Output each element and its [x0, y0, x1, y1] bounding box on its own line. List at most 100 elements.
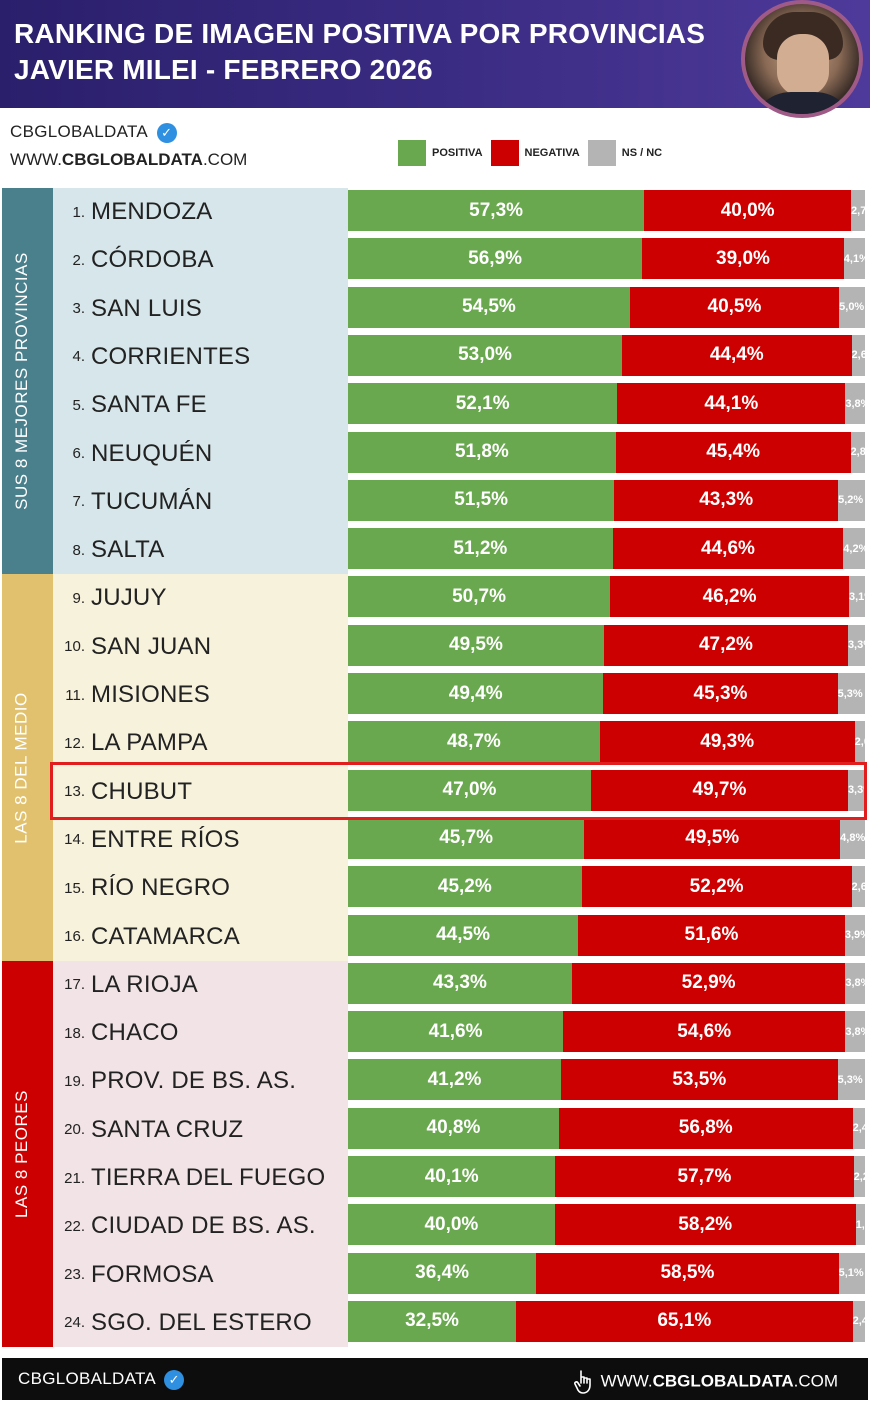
- data-label: 49,5%: [685, 827, 740, 849]
- bar-ns-nc: 2,6%: [851, 866, 865, 908]
- chart-title: RANKING DE IMAGEN POSITIVA POR PROVINCIA…: [14, 18, 706, 49]
- data-label: 51,5%: [454, 489, 509, 511]
- chart-row: 23. FORMOSA 36,4% 58,5% 5,1%: [53, 1251, 865, 1299]
- rank-number: 8.: [72, 541, 85, 559]
- data-label: 52,1%: [455, 392, 510, 414]
- bar-negative: 49,7%: [590, 769, 848, 811]
- stacked-bar: 45,2% 52,2% 2,6%: [348, 866, 865, 908]
- stacked-bar: 51,8% 45,4% 2,8%: [348, 431, 865, 473]
- data-label: 32,5%: [405, 1310, 459, 1332]
- stacked-bar: 54,5% 40,5% 5,0%: [348, 286, 865, 328]
- province-name: SAN JUAN: [91, 632, 212, 660]
- data-label: 44,5%: [436, 924, 490, 945]
- province-name: CHACO: [91, 1019, 179, 1047]
- data-label: 48,7%: [446, 730, 501, 752]
- rank-number: 5.: [72, 396, 85, 414]
- group-label-text: SUS 8 MEJORES PROVINCIAS: [12, 252, 31, 510]
- group-background: [53, 188, 348, 575]
- group-side-label: SUS 8 MEJORES PROVINCIAS: [2, 188, 53, 575]
- province-name: CIUDAD DE BS. AS.: [91, 1212, 316, 1240]
- chart-row: 8. SALTA 51,2% 44,6% 4,2%: [53, 526, 865, 574]
- footer-url[interactable]: WWW.CBGLOBALDATA.COM: [573, 1369, 838, 1395]
- data-label: 45,2%: [437, 875, 492, 897]
- province-name: SANTA FE: [91, 391, 207, 419]
- data-label: 44,4%: [709, 344, 764, 366]
- rank-number: 2.: [72, 251, 85, 269]
- bar-ns-nc: 5,1%: [838, 1252, 865, 1294]
- province-name: MENDOZA: [91, 198, 213, 225]
- data-label: 57,7%: [677, 1165, 732, 1187]
- footer-bar: CBGLOBALDATA ✓ WWW.CBGLOBALDATA.COM: [2, 1358, 868, 1400]
- avatar: [741, 0, 863, 118]
- chart-legend: POSITIVA NEGATIVA NS / NC: [398, 140, 670, 166]
- data-label: 2,4%: [852, 1315, 865, 1328]
- data-label: 40,0%: [424, 1213, 479, 1235]
- data-label: 51,8%: [454, 441, 509, 462]
- chart-row: 17. LA RIOJA 43,3% 52,9% 3,8%: [53, 961, 865, 1009]
- data-label: 45,4%: [706, 441, 761, 462]
- chart-row: 9. JUJUY 50,7% 46,2% 3,1%: [53, 574, 865, 622]
- bar-negative: 54,6%: [563, 1011, 846, 1053]
- verified-check-icon: ✓: [156, 122, 177, 143]
- legend-swatch: [398, 140, 426, 166]
- rank-number: 21.: [64, 1169, 85, 1187]
- chart-row: 19. PROV. DE BS. AS. 41,2% 53,5% 5,3%: [53, 1057, 865, 1105]
- data-label: 1,8%: [855, 1218, 865, 1231]
- data-label: 2,6%: [851, 349, 865, 362]
- chart-row: 18. CHACO 41,6% 54,6% 3,8%: [53, 1009, 865, 1057]
- data-label: 49,3%: [700, 730, 755, 752]
- chart-row: 3. SAN LUIS 54,5% 40,5% 5,0%: [53, 285, 865, 333]
- rank-number: 11.: [65, 686, 85, 704]
- bar-ns-nc: 4,2%: [843, 528, 865, 570]
- chart-row: 6. NEUQUÉN 51,8% 45,4% 2,8%: [53, 430, 865, 478]
- stacked-bar: 52,1% 44,1% 3,8%: [348, 383, 865, 425]
- data-label: 51,6%: [684, 924, 739, 945]
- province-name: SALTA: [91, 536, 165, 564]
- rank-number: 17.: [64, 976, 85, 994]
- bar-negative: 44,1%: [617, 383, 846, 425]
- stacked-bar: 32,5% 65,1% 2,4%: [348, 1300, 865, 1342]
- legend-label: NS / NC: [621, 147, 663, 159]
- stacked-bar: 43,3% 52,9% 3,8%: [348, 962, 865, 1004]
- bar-negative: 40,5%: [629, 286, 840, 328]
- rank-number: 22.: [64, 1217, 85, 1235]
- bar-positive: 51,5%: [348, 479, 615, 521]
- bar-positive: 54,5%: [348, 286, 630, 328]
- bar-ns-nc: 3,3%: [847, 769, 865, 811]
- bar-positive: 49,5%: [348, 624, 604, 666]
- group-side-label: LAS 8 PEORES: [2, 960, 53, 1348]
- province-name: SGO. DEL ESTERO: [91, 1308, 312, 1336]
- bar-ns-nc: 3,3%: [847, 624, 865, 666]
- data-label: 39,0%: [716, 247, 770, 269]
- data-label: 2,6%: [851, 880, 865, 893]
- bar-positive: 45,2%: [348, 866, 582, 908]
- province-name: CÓRDOBA: [91, 246, 214, 274]
- bar-positive: 53,0%: [348, 334, 622, 376]
- data-label: 43,3%: [432, 972, 487, 994]
- bar-ns-nc: 3,8%: [845, 383, 865, 425]
- brand-url[interactable]: WWW.CBGLOBALDATA.COM: [10, 150, 248, 169]
- bar-ns-nc: 3,8%: [845, 962, 865, 1004]
- province-name: NEUQUÉN: [91, 439, 213, 467]
- brand-name: CBGLOBALDATA: [10, 122, 149, 141]
- bar-positive: 41,6%: [348, 1011, 564, 1053]
- data-label: 4,8%: [840, 832, 865, 845]
- data-label: 3,9%: [844, 929, 865, 941]
- province-name: MISIONES: [91, 681, 210, 708]
- rank-number: 12.: [64, 734, 85, 752]
- stacked-bar: 44,5% 51,6% 3,9%: [348, 914, 865, 956]
- bar-positive: 50,7%: [348, 576, 611, 618]
- bar-ns-nc: 5,3%: [837, 673, 865, 714]
- bar-negative: 58,2%: [554, 1204, 856, 1246]
- bar-ns-nc: 5,2%: [838, 479, 865, 521]
- chart-row: 10. SAN JUAN 49,5% 47,2% 3,3%: [53, 623, 865, 671]
- bar-positive: 40,1%: [348, 1156, 556, 1197]
- stacked-bar: 50,7% 46,2% 3,1%: [348, 576, 865, 618]
- bar-ns-nc: 1,8%: [855, 1204, 865, 1246]
- bar-negative: 46,2%: [610, 576, 849, 618]
- bar-ns-nc: 4,1%: [843, 238, 865, 280]
- bar-negative: 39,0%: [642, 238, 844, 280]
- rank-number: 16.: [64, 928, 85, 945]
- bar-positive: 49,4%: [348, 673, 604, 714]
- data-label: 41,2%: [427, 1068, 482, 1090]
